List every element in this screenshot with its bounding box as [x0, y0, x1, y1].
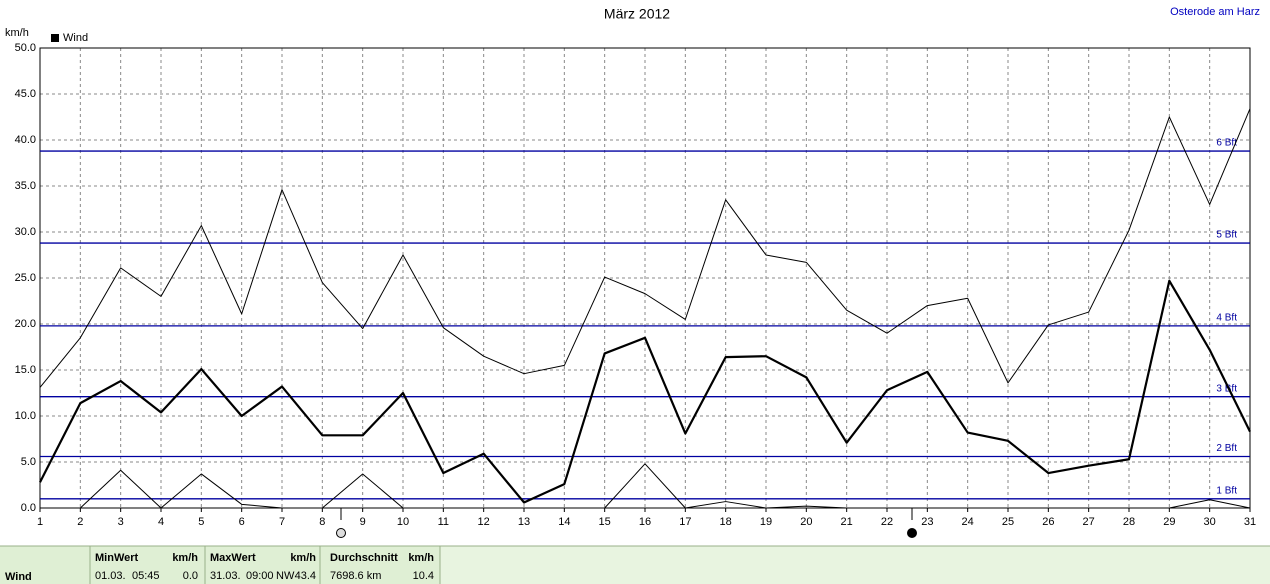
reference-label: 5 Bft: [1216, 230, 1237, 241]
x-tick-label: 26: [1042, 516, 1054, 528]
summary-direction: NW: [276, 570, 295, 582]
summary-date: 01.03.: [95, 570, 126, 582]
y-tick-label: 5.0: [21, 456, 36, 468]
data-line: [39, 108, 1251, 388]
chart-title: März 2012: [604, 6, 670, 22]
summary-cells: [0, 546, 440, 584]
summary-table: Wind MinWert km/h 01.03. 05:45 0.0 MaxWe…: [0, 545, 1270, 584]
x-tick-label: 29: [1163, 516, 1175, 528]
x-tick-label: 17: [679, 516, 691, 528]
plot-frame: [39, 47, 1251, 509]
x-tick-label: 9: [360, 516, 366, 528]
x-tick-label: 12: [478, 516, 490, 528]
reference-label: 1 Bft: [1216, 485, 1237, 496]
y-tick-label: 40.0: [15, 134, 36, 146]
x-tick-label: 19: [760, 516, 772, 528]
x-tick-label: 16: [639, 516, 651, 528]
summary-header: MaxWert: [210, 552, 256, 564]
plot-area: 1 2 3 4 5 6 7 8 9 10 11 12 13 14 15 16 17 18 19 20 21 22 23 24 2…: [15, 42, 1257, 528]
y-tick-label: 35.0: [15, 180, 36, 192]
new-moon-icon: [907, 528, 917, 538]
summary-time: 09:00: [246, 570, 274, 582]
summary-value: 43.4: [295, 570, 316, 582]
y-tick-label: 0.0: [21, 502, 36, 514]
x-tick-label: 6: [239, 516, 245, 528]
reference-label: 4 Bft: [1216, 312, 1237, 323]
x-tick-label: 11: [438, 516, 449, 528]
y-tick-label: 45.0: [15, 88, 36, 100]
y-tick-label: 15.0: [15, 364, 36, 376]
y-tick-label: 30.0: [15, 226, 36, 238]
x-tick-label: 1: [37, 516, 43, 528]
x-tick-label: 21: [841, 516, 853, 528]
reference-label: 6 Bft: [1216, 138, 1237, 149]
data-line: [39, 279, 1251, 504]
y-tick-label: 20.0: [15, 318, 36, 330]
legend-swatch: [51, 34, 59, 42]
summary-value: 0.0: [183, 570, 198, 582]
summary-header: MinWert: [95, 552, 139, 564]
x-tick-label: 30: [1204, 516, 1216, 528]
summary-distance: 7698.6 km: [330, 570, 381, 582]
x-tick-label: 3: [118, 516, 124, 528]
x-tick-label: 15: [599, 516, 611, 528]
x-tick-label: 27: [1083, 516, 1095, 528]
x-tick-label: 4: [158, 516, 164, 528]
x-tick-label: 7: [279, 516, 285, 528]
summary-time: 05:45: [132, 570, 160, 582]
x-tick-label: 24: [962, 516, 974, 528]
data-line: [40, 463, 1251, 509]
summary-unit: km/h: [408, 552, 434, 564]
summary-header: Durchschnitt: [330, 552, 398, 564]
x-tick-label: 20: [800, 516, 812, 528]
x-tick-label: 2: [77, 516, 83, 528]
reference-label: 3 Bft: [1216, 383, 1237, 394]
legend-label: Wind: [63, 32, 88, 44]
x-tick-label: 28: [1123, 516, 1135, 528]
x-tick-label: 14: [558, 516, 570, 528]
summary-unit: km/h: [290, 552, 316, 564]
location: Osterode am Harz: [1170, 6, 1260, 18]
x-tick-label: 22: [881, 516, 893, 528]
y-tick-label: 50.0: [15, 42, 36, 54]
summary-date: 31.03.: [210, 570, 241, 582]
x-tick-label: 23: [921, 516, 933, 528]
full-moon-icon: [336, 528, 346, 538]
y-axis-label: km/h: [5, 27, 29, 39]
x-tick-label: 5: [198, 516, 204, 528]
x-tick-label: 8: [319, 516, 325, 528]
x-tick-label: 31: [1244, 516, 1256, 528]
x-tick-label: 13: [518, 516, 530, 528]
reference-label: 2 Bft: [1216, 443, 1237, 454]
x-tick-label: 18: [720, 516, 732, 528]
summary-row-label: Wind: [5, 571, 32, 583]
x-tick-label: 25: [1002, 516, 1014, 528]
x-tick-label: 10: [397, 516, 409, 528]
summary-value: 10.4: [413, 570, 434, 582]
summary-unit: km/h: [172, 552, 198, 564]
y-tick-label: 25.0: [15, 272, 36, 284]
y-tick-label: 10.0: [15, 410, 36, 422]
